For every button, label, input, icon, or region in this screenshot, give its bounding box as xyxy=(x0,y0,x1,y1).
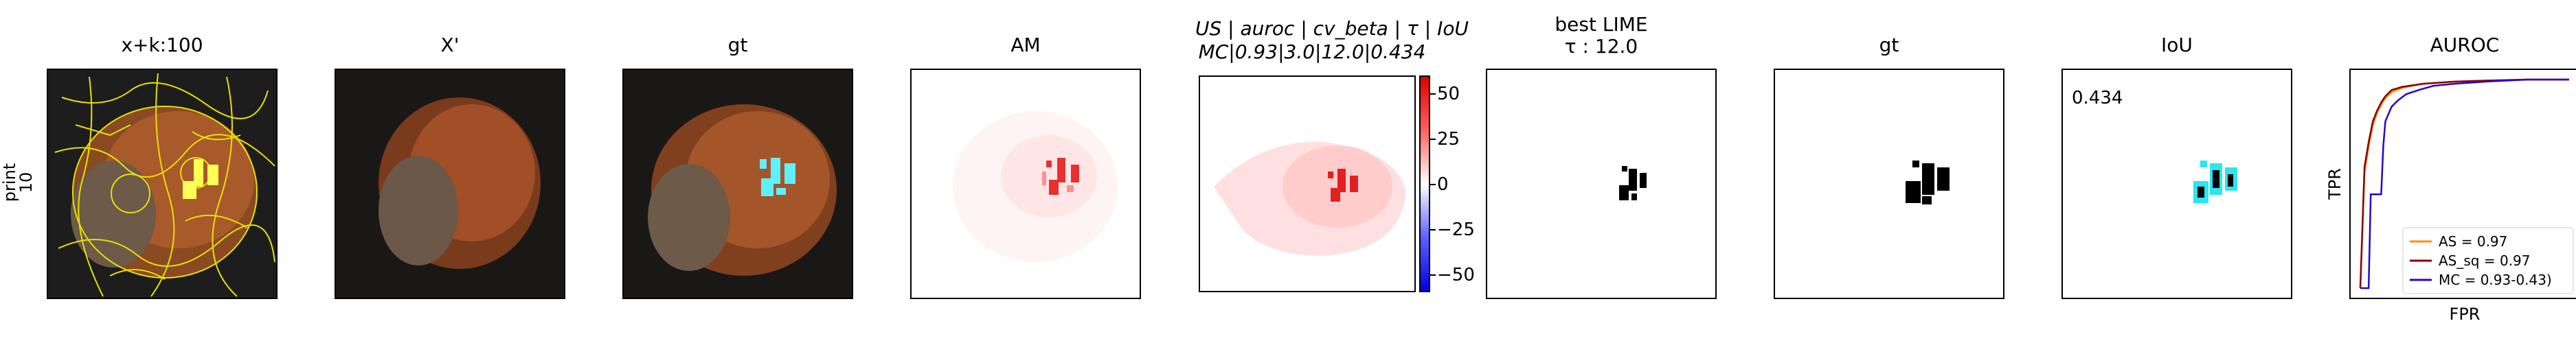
row-label-number: 10 xyxy=(16,172,36,193)
auroc-chart: AS = 0.97 AS_sq = 0.97 MC = 0.93-0.43) xyxy=(2359,78,2574,294)
panel-title-reconstruction: X' xyxy=(440,34,460,56)
gt-overlay-panel xyxy=(622,69,853,299)
colorbar-tick-neg25: −25 xyxy=(1437,220,1475,240)
roc-line-series-1 xyxy=(2359,78,2569,289)
hazelnut-superpixel-image xyxy=(48,70,276,298)
colorbar xyxy=(1419,75,1430,292)
anomaly-map xyxy=(912,70,1140,298)
colorbar-tickmark-50 xyxy=(1430,93,1436,95)
gt-mask xyxy=(1775,70,2003,298)
panel-title-iou: IoU xyxy=(2161,34,2193,56)
iou-mask xyxy=(2063,70,2291,298)
panel-title-us-metrics: US | auroc | cv_beta | τ | IoU xyxy=(1195,17,1469,40)
legend-label-1: AS_sq = 0.97 xyxy=(2439,252,2531,269)
hazelnut-gt-overlay xyxy=(624,70,852,298)
anomaly-map-colored-panel xyxy=(1199,75,1416,292)
anomaly-map-colored xyxy=(1200,77,1414,291)
gt-mask-panel xyxy=(1774,69,2004,299)
input-image-panel xyxy=(47,69,278,299)
legend-label-2: MC = 0.93-0.43) xyxy=(2439,272,2552,288)
panel-title-am: AM xyxy=(1010,34,1041,56)
x-axis-label: FPR xyxy=(2449,305,2481,324)
panel-title-tau: τ : 12.0 xyxy=(1564,35,1638,58)
colorbar-tick-25: 25 xyxy=(1437,129,1460,150)
colorbar-tickmark-0 xyxy=(1430,184,1436,185)
hazelnut-reconstruction xyxy=(336,70,564,298)
iou-panel xyxy=(2061,69,2292,299)
colorbar-tick-neg50: −50 xyxy=(1437,265,1475,285)
lime-mask xyxy=(1487,70,1715,298)
panel-title-mc-values: MC|0.93|3.0|12.0|0.434 xyxy=(1198,40,1426,63)
roc-line-series-2 xyxy=(2360,78,2569,289)
colorbar-tickmark-25 xyxy=(1430,139,1436,140)
colorbar-tick-0: 0 xyxy=(1437,174,1449,195)
colorbar-tickmark-neg25 xyxy=(1430,229,1436,230)
anomaly-map-panel xyxy=(910,69,1141,299)
best-lime-panel xyxy=(1486,69,1717,299)
legend-label-0: AS = 0.97 xyxy=(2439,233,2507,250)
legend-box xyxy=(2402,227,2574,294)
panel-title-best-lime: best LIME xyxy=(1555,13,1648,36)
panel-title-gt: gt xyxy=(727,34,748,56)
colorbar-tick-50: 50 xyxy=(1437,84,1460,104)
y-axis-label: TPR xyxy=(2325,168,2345,200)
panel-title-input: x+k:100 xyxy=(121,34,203,56)
panel-title-gt-2: gt xyxy=(1879,34,1899,56)
reconstruction-panel xyxy=(335,69,565,299)
auroc-panel: AS = 0.97 AS_sq = 0.97 MC = 0.93-0.43) xyxy=(2349,69,2576,299)
colorbar-tickmark-neg50 xyxy=(1430,274,1436,276)
panel-title-auroc: AUROC xyxy=(2430,34,2500,56)
iou-value-label: 0.434 xyxy=(2072,88,2123,108)
